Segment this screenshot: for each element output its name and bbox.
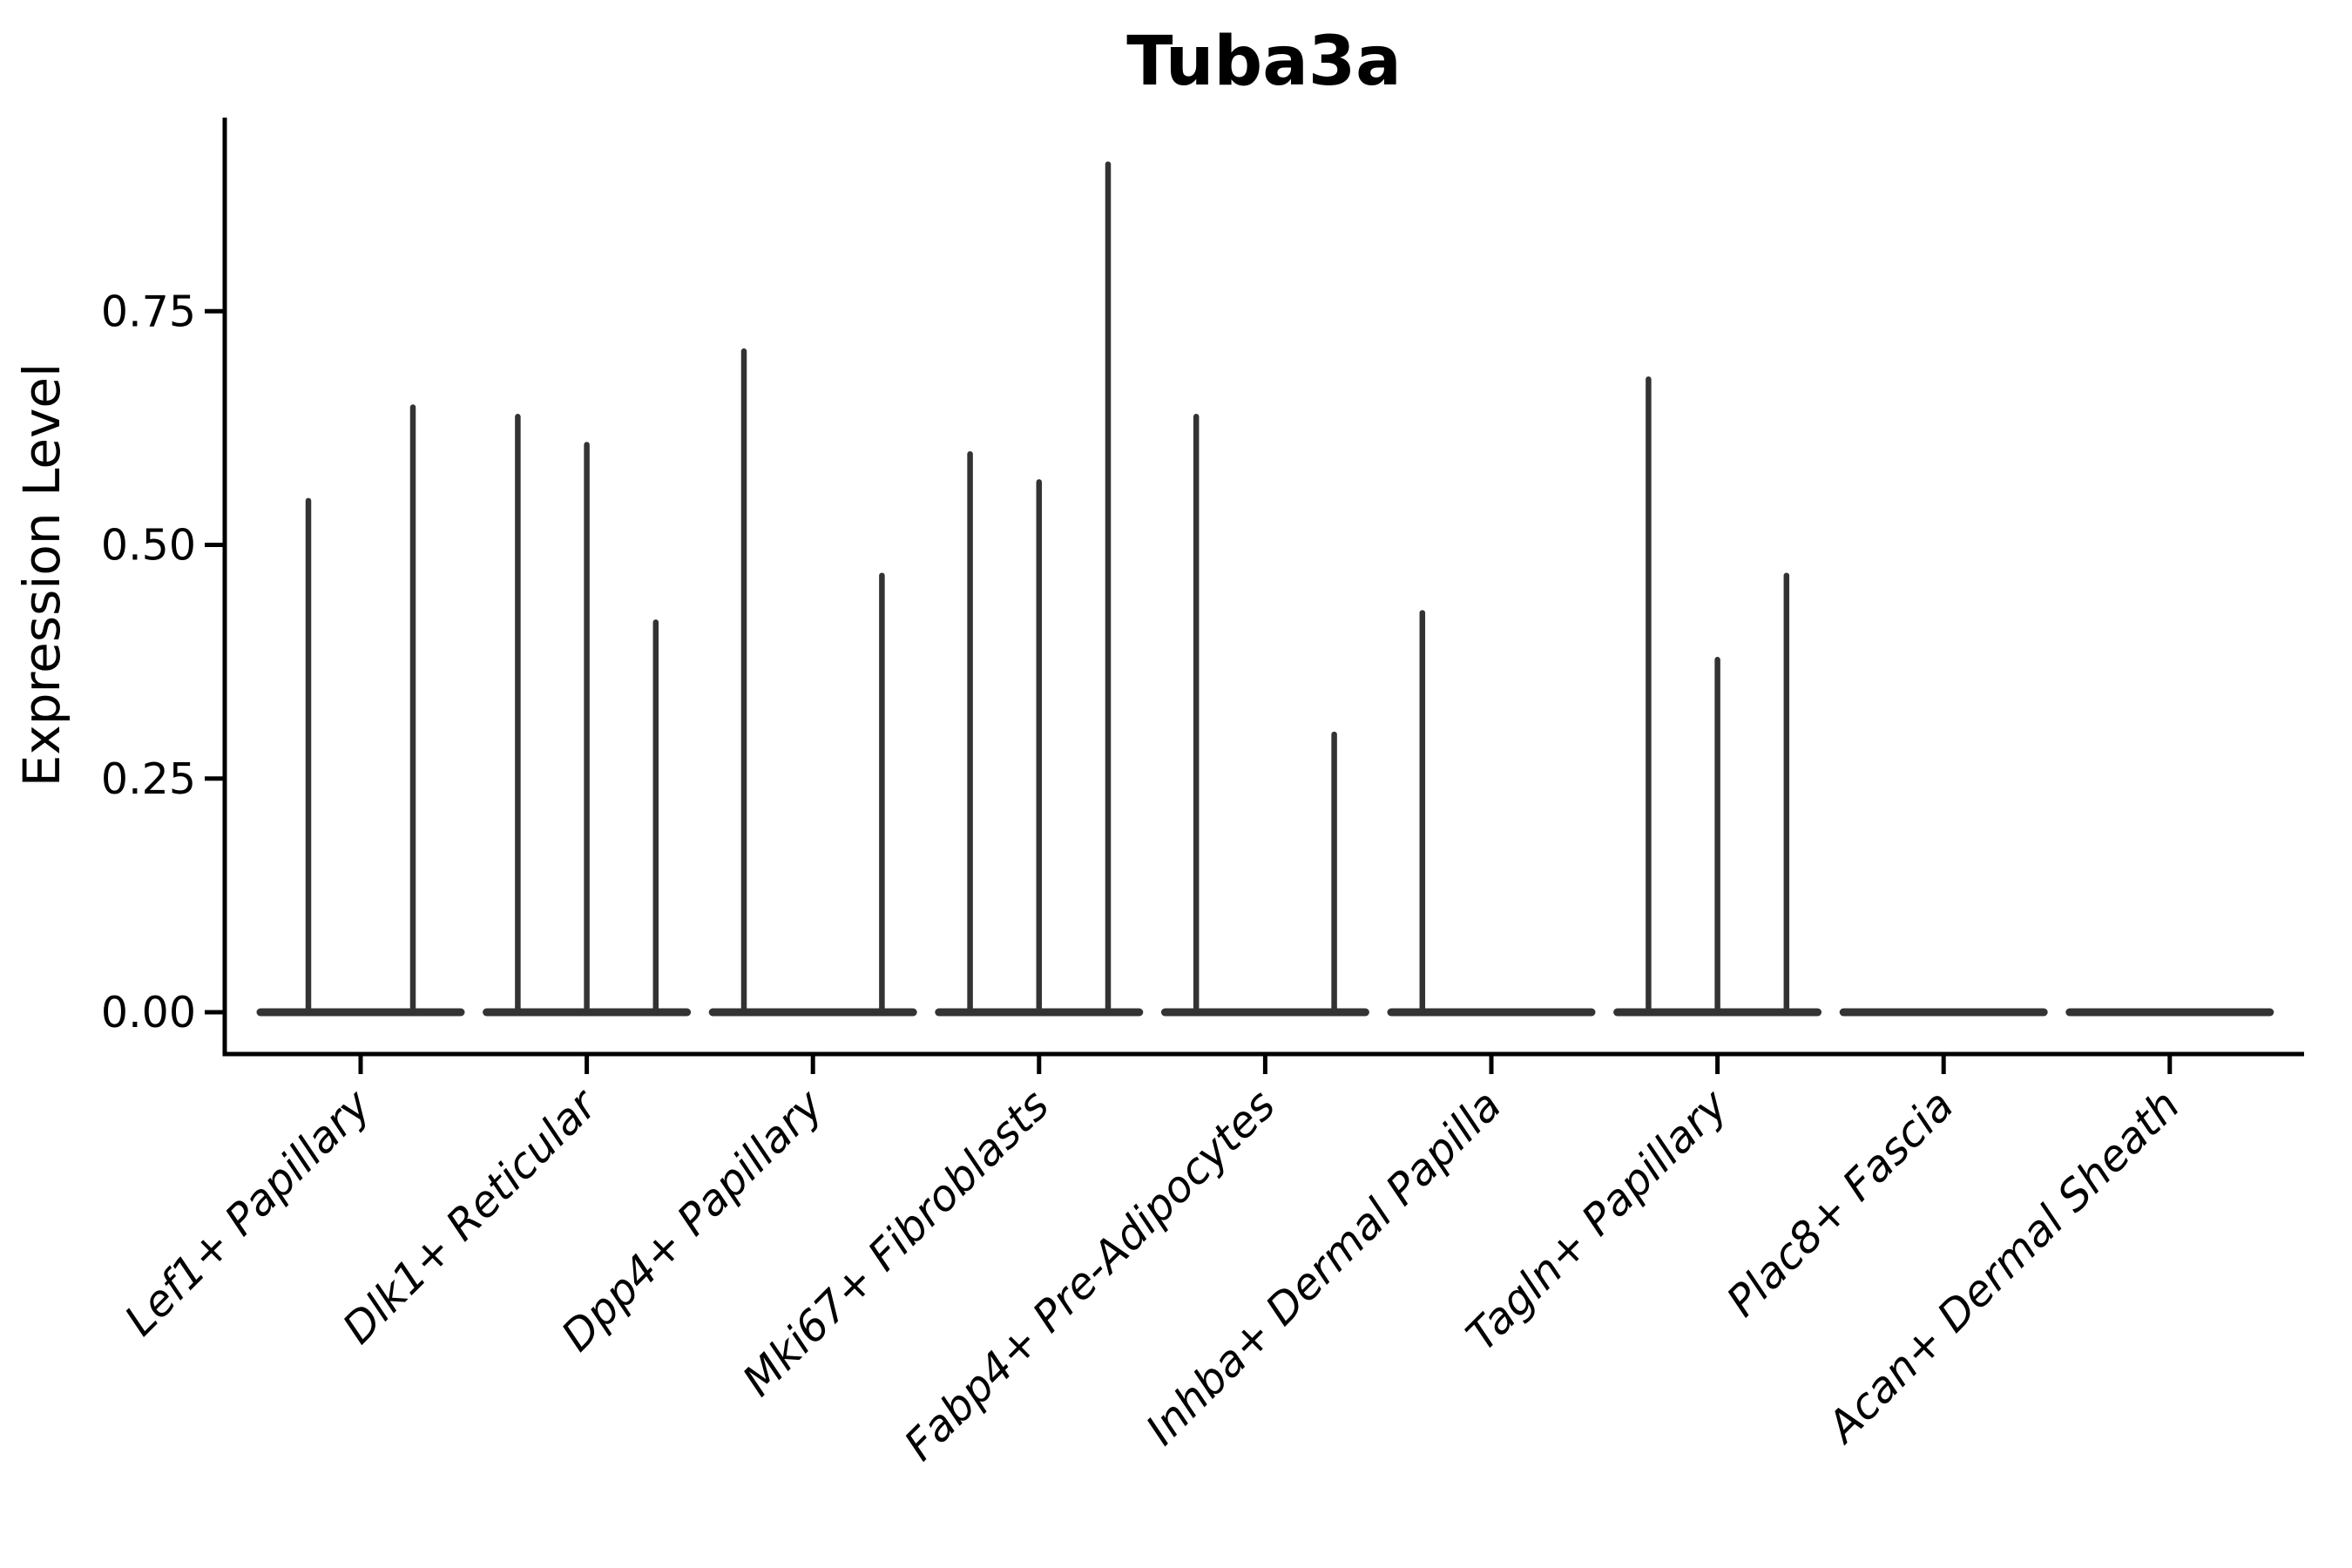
- violin-layer: [256, 161, 2274, 1017]
- axes-layer: [222, 118, 2304, 1057]
- x-tick-label: Fabp4+ Pre-Adipocytes: [895, 1080, 1285, 1470]
- y-tick-label: 0.75: [101, 287, 196, 336]
- y-tick-label: 0.50: [101, 521, 196, 571]
- chart-title: Tuba3a: [1126, 23, 1402, 101]
- y-tick-label: 0.25: [101, 754, 196, 804]
- x-tick-label: Plac8+ Fascia: [1717, 1080, 1963, 1326]
- y-axis-label: Expression Level: [12, 363, 71, 787]
- x-tick-label: Lef1+ Papillary: [115, 1079, 381, 1345]
- y-tick-label: 0.00: [101, 988, 196, 1037]
